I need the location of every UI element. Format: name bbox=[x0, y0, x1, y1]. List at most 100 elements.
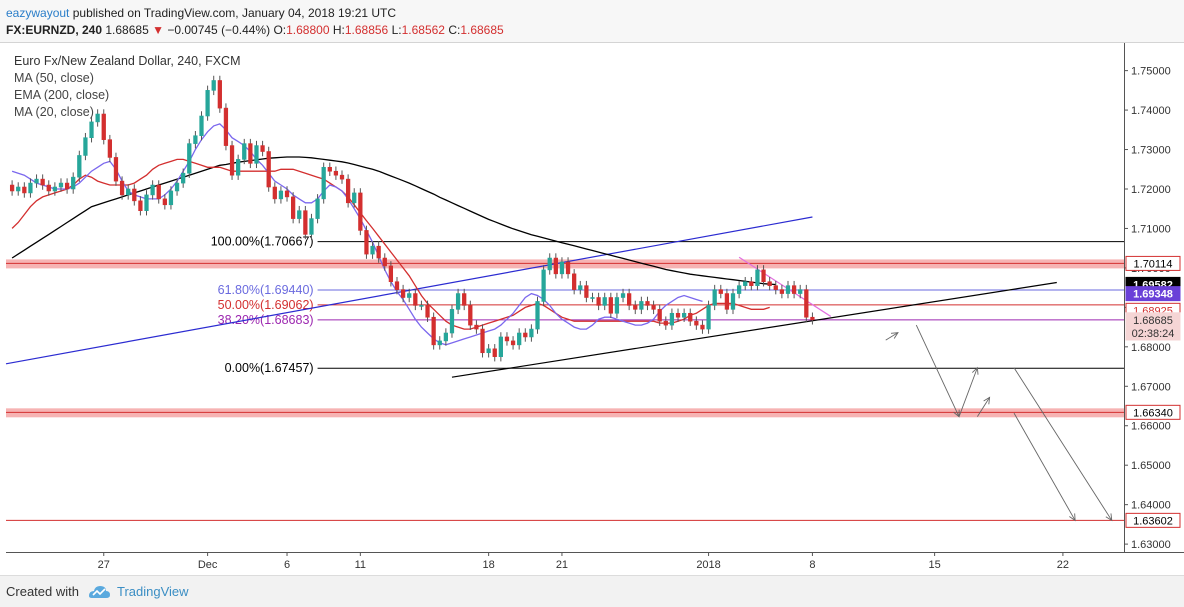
candle-body bbox=[113, 157, 119, 182]
author-link[interactable]: eazywayout bbox=[6, 6, 70, 20]
price-axis-label: 1.66340 bbox=[1133, 407, 1173, 419]
candle-body bbox=[199, 115, 204, 137]
projection-arrow bbox=[915, 324, 960, 417]
candle-body bbox=[58, 182, 64, 188]
candle-body bbox=[712, 289, 717, 306]
candle-body bbox=[559, 261, 565, 275]
candle-body bbox=[101, 113, 106, 140]
high-label: H: bbox=[332, 23, 345, 37]
legend-ma50: MA (50, close) bbox=[14, 71, 94, 85]
price-axis-label: 02:38:24 bbox=[1132, 328, 1175, 340]
candle-body bbox=[767, 281, 772, 286]
candle-body bbox=[706, 305, 711, 330]
candle-body bbox=[144, 194, 149, 211]
legend-ma20: MA (20, close) bbox=[14, 105, 94, 119]
candle-body bbox=[168, 190, 174, 206]
candle-body bbox=[352, 192, 357, 204]
candle-body bbox=[572, 273, 577, 290]
candle-body bbox=[498, 336, 503, 357]
time-tick-label: 6 bbox=[284, 559, 290, 571]
candle-body bbox=[187, 143, 192, 174]
candle-body bbox=[358, 192, 363, 231]
candle-body bbox=[364, 230, 369, 255]
candle-body bbox=[492, 348, 497, 357]
price-tick-label: 1.71000 bbox=[1131, 223, 1171, 235]
last-price: 1.68685 bbox=[105, 23, 149, 37]
candle-body bbox=[400, 289, 406, 298]
candle-body bbox=[419, 305, 424, 307]
candle-body bbox=[730, 293, 736, 310]
symbol-label[interactable]: FX:EURNZD, 240 bbox=[6, 23, 103, 37]
candle-body bbox=[138, 200, 143, 211]
close-value: 1.68685 bbox=[460, 23, 504, 37]
candle-body bbox=[810, 316, 815, 321]
candle-body bbox=[443, 332, 449, 342]
time-tick-label: 22 bbox=[1057, 559, 1069, 571]
projection-arrow bbox=[976, 397, 990, 417]
candle-body bbox=[382, 257, 387, 267]
candle-body bbox=[174, 182, 180, 192]
candle-body bbox=[645, 301, 650, 306]
footer: Created with TradingView bbox=[0, 575, 1184, 607]
candle-body bbox=[309, 218, 314, 235]
candle-body bbox=[798, 289, 803, 294]
candle-body bbox=[236, 159, 241, 176]
publish-line: eazywayout published on TradingView.com,… bbox=[6, 6, 396, 20]
candle-body bbox=[181, 172, 186, 184]
candle-body bbox=[675, 312, 681, 318]
candle-body bbox=[223, 107, 229, 146]
price-axis-label-box bbox=[1125, 325, 1181, 341]
candle-body bbox=[504, 336, 510, 342]
time-tick-label: 18 bbox=[483, 559, 495, 571]
candle-body bbox=[284, 190, 290, 198]
chart-header: eazywayout published on TradingView.com,… bbox=[0, 0, 1184, 43]
candle-body bbox=[486, 348, 491, 354]
price-tick-label: 1.65000 bbox=[1131, 460, 1171, 472]
candle-body bbox=[425, 305, 430, 318]
candle-body bbox=[413, 293, 418, 306]
candle-body bbox=[791, 285, 797, 294]
candle-body bbox=[804, 289, 809, 318]
candle-body bbox=[22, 186, 27, 194]
arrow-head bbox=[983, 396, 991, 405]
candle-body bbox=[321, 166, 326, 200]
candle-body bbox=[510, 340, 516, 346]
candle-body bbox=[669, 312, 675, 326]
time-tick-label: 2018 bbox=[696, 559, 720, 571]
candle-body bbox=[602, 297, 607, 306]
candle-body bbox=[749, 281, 754, 286]
price-tick-label: 1.72000 bbox=[1131, 184, 1171, 196]
fib-level-label: 61.80%(1.69440) bbox=[218, 283, 314, 297]
price-chart[interactable]: 100.00%(1.70667) 61.80%(1.69440)50.00%(1.… bbox=[0, 43, 1184, 574]
tradingview-link[interactable]: TradingView bbox=[117, 584, 189, 599]
price-axis-label-box bbox=[1125, 255, 1181, 271]
candle-body bbox=[297, 210, 302, 219]
candle-body bbox=[333, 170, 339, 176]
candle-body bbox=[260, 145, 265, 152]
arrow-head bbox=[1105, 513, 1113, 522]
price-axis-label-box bbox=[1125, 286, 1181, 302]
candle-body bbox=[785, 285, 791, 294]
candle-body bbox=[388, 265, 394, 283]
candle-body bbox=[28, 182, 33, 194]
candle-body bbox=[77, 155, 82, 178]
price-axis-label-box bbox=[1125, 404, 1181, 420]
candle-body bbox=[242, 143, 247, 160]
candle-body bbox=[303, 210, 308, 235]
candle-body bbox=[126, 188, 131, 196]
fib-level-label: 100.00%(1.70667) bbox=[211, 235, 314, 249]
candle-body bbox=[743, 281, 748, 286]
candle-body bbox=[724, 293, 730, 310]
candle-body bbox=[535, 301, 540, 330]
price-axis-label-box bbox=[1125, 512, 1181, 528]
candle-body bbox=[633, 305, 638, 310]
fib-level-label: 38.20%(1.68683) bbox=[218, 313, 314, 327]
price-axis-label: 1.69348 bbox=[1133, 289, 1173, 301]
candle-body bbox=[16, 186, 21, 192]
price-tick-label: 1.63000 bbox=[1131, 539, 1171, 551]
candle-body bbox=[327, 166, 332, 172]
projection-arrow bbox=[1013, 367, 1113, 521]
time-tick-label: Dec bbox=[198, 559, 218, 571]
candle-body bbox=[517, 332, 522, 346]
candle-body bbox=[663, 320, 668, 326]
